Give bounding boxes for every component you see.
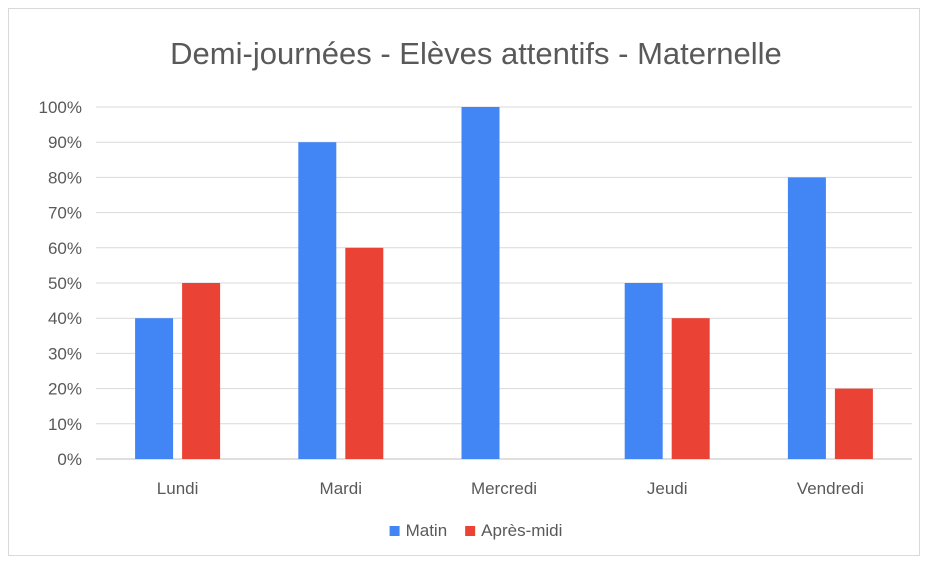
- y-tick-label: 80%: [48, 168, 82, 187]
- bar: [834, 388, 873, 459]
- bar: [345, 247, 384, 459]
- gridlines: [96, 106, 912, 460]
- chart-title: Demi-journées - Elèves attentifs - Mater…: [170, 36, 782, 71]
- bar: [135, 318, 174, 459]
- bar: [624, 283, 663, 459]
- legend: Matin Après-midi: [389, 521, 562, 540]
- y-tick-label: 60%: [48, 239, 82, 258]
- x-category-label: Mercredi: [471, 479, 537, 498]
- x-category-label: Lundi: [157, 479, 199, 498]
- legend-swatch: [389, 526, 400, 536]
- bar: [461, 107, 500, 459]
- y-tick-label: 70%: [48, 204, 82, 223]
- y-tick-label: 10%: [48, 415, 82, 434]
- bar: [787, 177, 826, 459]
- y-tick-label: 50%: [48, 274, 82, 293]
- y-tick-label: 0%: [57, 450, 82, 469]
- y-tick-label: 90%: [48, 133, 82, 152]
- y-tick-label: 40%: [48, 309, 82, 328]
- x-axis-categories: Lundi Mardi Mercredi Jeudi Vendredi: [157, 479, 864, 498]
- x-category-label: Vendredi: [797, 479, 864, 498]
- y-tick-label: 20%: [48, 380, 82, 399]
- legend-swatch: [465, 526, 476, 536]
- y-axis-ticks: 0% 10% 20% 30% 40% 50% 60% 70% 80% 90% 100%: [39, 98, 82, 469]
- x-category-label: Jeudi: [647, 479, 688, 498]
- y-tick-label: 30%: [48, 344, 82, 363]
- bar: [298, 142, 337, 459]
- bar: [671, 318, 710, 459]
- bar: [182, 283, 221, 459]
- y-tick-label: 100%: [39, 98, 82, 117]
- x-category-label: Mardi: [320, 479, 363, 498]
- legend-label: Après-midi: [481, 521, 562, 540]
- legend-label: Matin: [406, 521, 448, 540]
- bars: [135, 107, 873, 459]
